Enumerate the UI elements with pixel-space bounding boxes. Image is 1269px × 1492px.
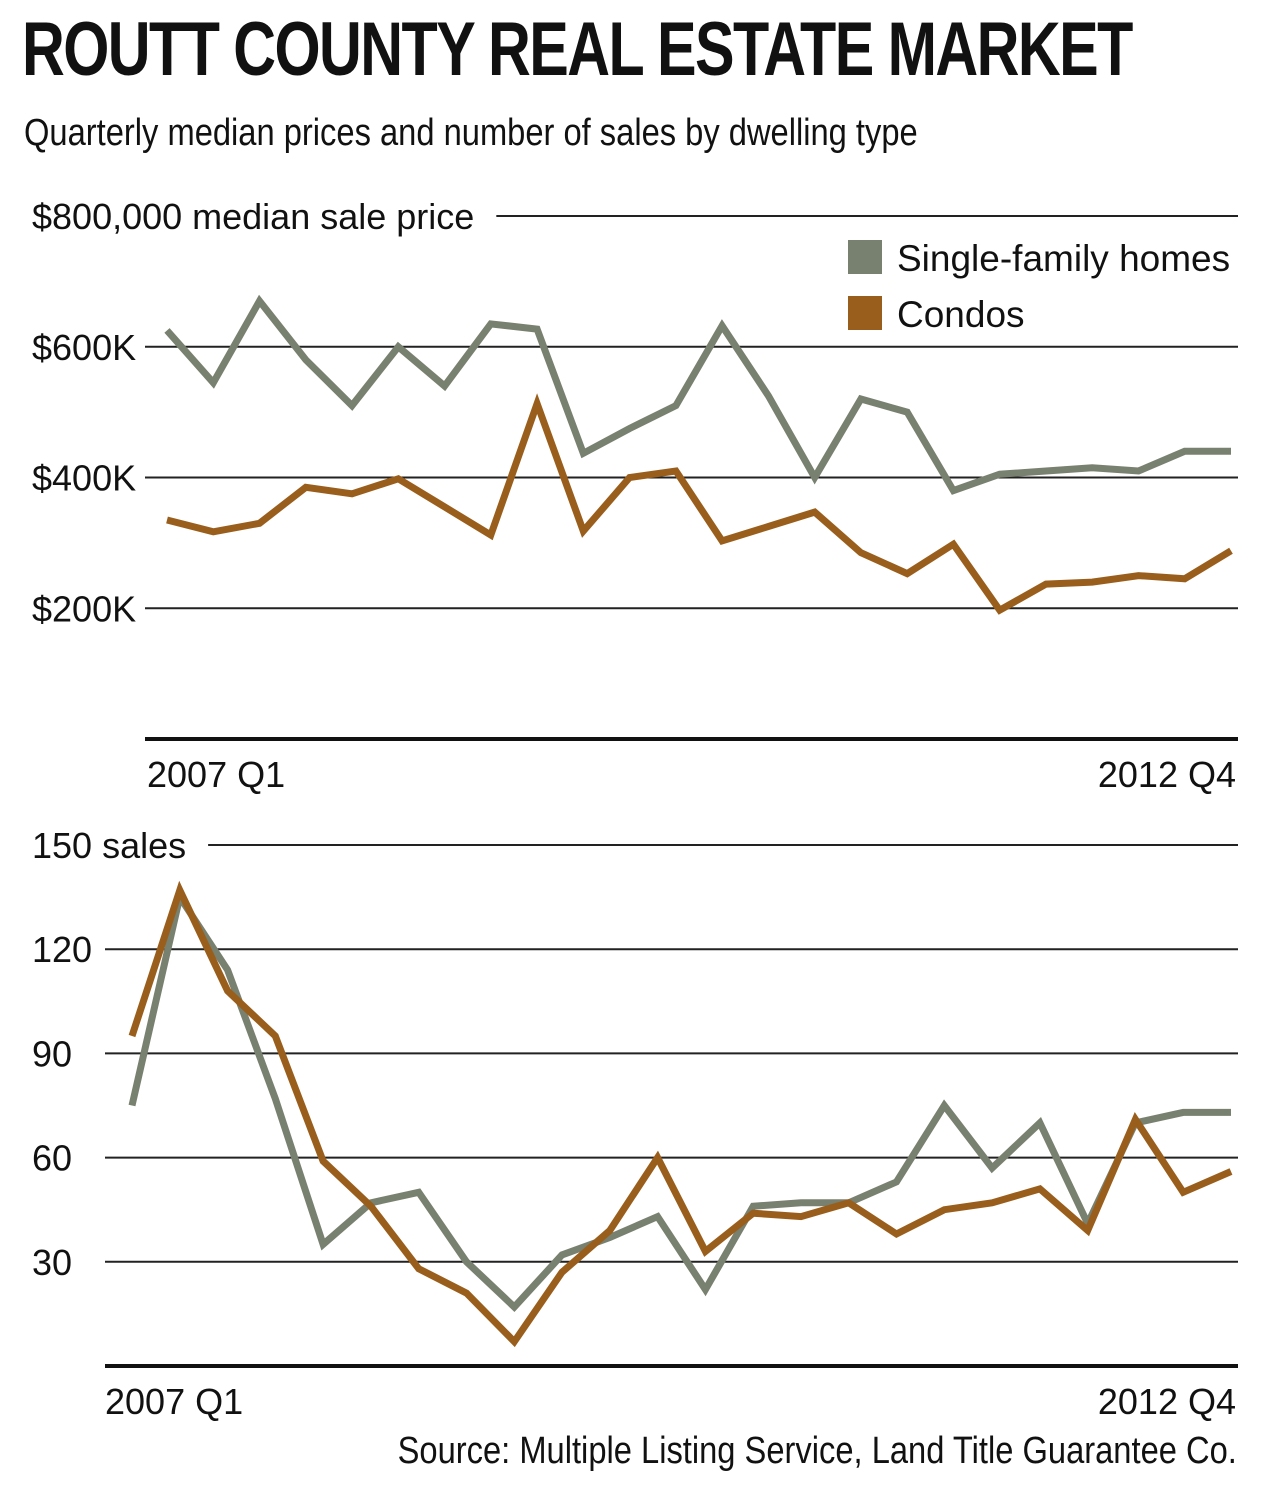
sales-series-line-condos <box>128 880 1233 1348</box>
sales-chart: 30 60 90 120 150 sales 2007 Q1 2012 Q4 <box>32 825 1238 1422</box>
legend-label-condos: Condos <box>897 294 1025 335</box>
sales-y-tick-label: 30 <box>32 1242 72 1283</box>
price-x-start-label: 2007 Q1 <box>147 754 285 795</box>
legend-swatch-single-family <box>848 240 882 274</box>
sales-x-start-label: 2007 Q1 <box>105 1381 243 1422</box>
legend: Single-family homes Condos <box>848 238 1230 335</box>
chart-title: ROUTT COUNTY REAL ESTATE MARKET <box>22 7 1133 92</box>
sales-y-tick-label: 150 sales <box>32 825 186 866</box>
price-x-end-label: 2012 Q4 <box>1098 754 1236 795</box>
legend-swatch-condos <box>848 296 882 330</box>
sales-y-tick-label: 120 <box>32 929 92 970</box>
sales-gridlines <box>105 844 1238 1263</box>
sales-tick-labels: 30 60 90 120 150 sales <box>32 825 186 1283</box>
legend-label-single-family: Single-family homes <box>897 238 1230 279</box>
price-series-line-single-family <box>164 294 1231 495</box>
sales-series-lines <box>128 880 1233 1348</box>
source-note: Source: Multiple Listing Service, Land T… <box>397 1430 1237 1472</box>
sales-x-end-label: 2012 Q4 <box>1098 1381 1236 1422</box>
price-series-lines <box>164 294 1233 615</box>
sales-series-line-single-family <box>128 888 1231 1312</box>
price-y-tick-label: $400K <box>32 458 136 499</box>
chart-subtitle: Quarterly median prices and number of sa… <box>24 112 918 154</box>
price-series-line-condos <box>166 393 1233 615</box>
price-gridlines <box>145 215 1238 610</box>
price-tick-labels: $200K $400K $600K $800,000 median sale pric… <box>32 196 474 629</box>
price-chart: $200K $400K $600K $800,000 median sale pric… <box>32 196 1238 795</box>
price-y-tick-label: $600K <box>32 327 136 368</box>
sales-y-tick-label: 60 <box>32 1138 72 1179</box>
sales-y-tick-label: 90 <box>32 1033 72 1074</box>
price-y-tick-label: $800,000 median sale price <box>32 196 474 237</box>
price-y-tick-label: $200K <box>32 588 136 629</box>
